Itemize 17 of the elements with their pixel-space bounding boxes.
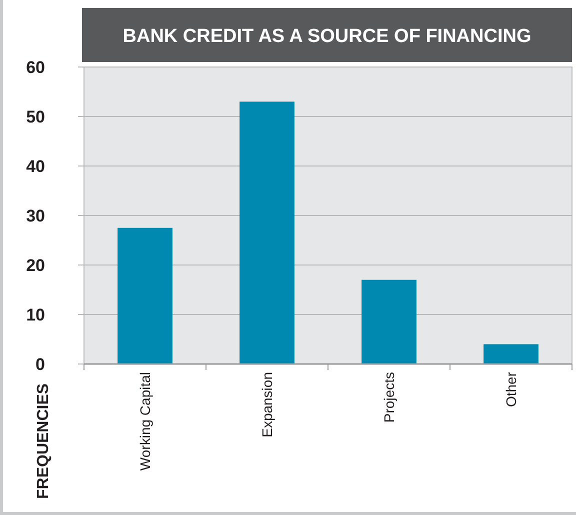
bar <box>240 102 294 364</box>
bar <box>484 344 538 364</box>
chart-title: BANK CREDIT AS A SOURCE OF FINANCING <box>122 26 532 47</box>
y-tick-label: 10 <box>26 306 45 324</box>
bar <box>362 280 416 364</box>
y-tick-label: 30 <box>26 206 45 226</box>
x-tick-label: Expansion <box>259 372 275 438</box>
y-tick-label: 50 <box>26 108 45 126</box>
bar <box>118 228 172 364</box>
y-tick-label: 0 <box>36 355 45 374</box>
x-tick-label: Other <box>503 372 519 408</box>
y-tick-label: 40 <box>26 157 45 176</box>
y-tick-label: 20 <box>26 256 45 275</box>
y-axis-title: FREQUENCIES <box>35 383 52 499</box>
x-tick-label: Working Capital <box>137 372 153 471</box>
y-tick-label: 60 <box>26 58 45 77</box>
x-tick-label: Projects <box>381 372 397 423</box>
